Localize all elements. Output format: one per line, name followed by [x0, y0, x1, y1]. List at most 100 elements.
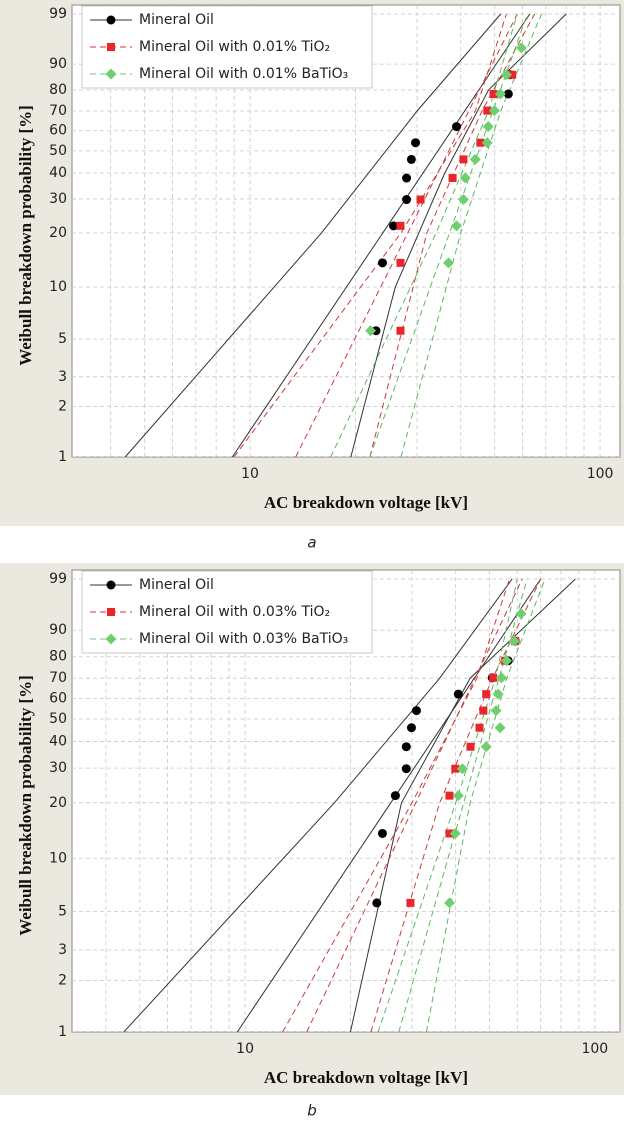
data-point: [416, 195, 425, 204]
data-point: [459, 172, 471, 184]
data-point: [449, 827, 461, 839]
y-tick-label: 50: [49, 711, 67, 727]
data-point: [448, 174, 457, 183]
data-point: [396, 221, 405, 230]
y-tick-label: 30: [49, 191, 67, 207]
y-tick-label: 90: [49, 56, 67, 72]
data-point: [500, 69, 512, 81]
data-point: [480, 741, 492, 753]
x-tick-label: 10: [241, 466, 259, 482]
data-point: [490, 705, 502, 717]
data-point: [406, 723, 416, 733]
confidence-bound: [350, 13, 567, 457]
y-tick-label: 20: [49, 225, 67, 241]
legend-marker: [105, 68, 117, 80]
data-point: [503, 89, 513, 99]
data-point: [411, 706, 421, 716]
data-point: [451, 764, 460, 773]
y-tick-label: 2: [58, 972, 67, 988]
legend-marker: [106, 15, 116, 25]
data-point: [377, 828, 387, 838]
y-tick-label: 80: [49, 649, 67, 665]
data-point: [372, 898, 382, 908]
data-point: [479, 706, 488, 715]
legend-label: Mineral Oil with 0.01% BaTiO₃: [139, 66, 348, 82]
legend-label: Mineral Oil: [139, 12, 214, 28]
data-point: [476, 138, 485, 147]
y-tick-label: 60: [49, 123, 67, 139]
caption: b: [307, 1102, 317, 1120]
confidence-bound: [349, 578, 576, 1032]
legend-marker: [106, 580, 116, 590]
data-point: [466, 742, 475, 751]
y-axis-label: Weibull breakdown probability [%]: [16, 105, 35, 366]
data-point: [489, 89, 498, 98]
confidence-bound: [124, 13, 502, 457]
data-point: [451, 220, 463, 232]
data-point: [453, 689, 463, 699]
data-point: [443, 897, 455, 909]
data-point: [457, 194, 469, 206]
legend-marker: [107, 608, 115, 616]
data-point: [459, 155, 468, 164]
legend-marker: [105, 633, 117, 645]
data-point: [445, 829, 454, 838]
y-tick-label: 3: [58, 369, 67, 385]
data-point: [496, 672, 508, 684]
data-point: [469, 153, 481, 165]
y-tick-label: 5: [58, 331, 67, 347]
fit-line: [306, 578, 523, 1032]
confidence-bound: [282, 578, 510, 1032]
data-point: [365, 325, 377, 337]
confidence-bound: [400, 13, 542, 457]
y-tick-label: 5: [58, 903, 67, 919]
caption: a: [307, 534, 316, 552]
y-tick-label: 10: [49, 850, 67, 866]
data-point: [452, 790, 464, 802]
y-tick-label: 90: [49, 622, 67, 638]
data-point: [501, 655, 513, 667]
confidence-bound: [123, 578, 513, 1032]
data-point: [475, 723, 484, 732]
data-point: [445, 791, 454, 800]
legend-label: Mineral Oil with 0.03% TiO₂: [139, 604, 330, 620]
confidence-bound: [369, 13, 536, 457]
data-point: [396, 258, 405, 267]
data-point: [401, 764, 411, 774]
plot: [72, 5, 620, 457]
y-tick-label: 3: [58, 942, 67, 958]
legend-label: Mineral Oil: [139, 577, 214, 593]
y-tick-label: 50: [49, 143, 67, 159]
y-tick-label: 20: [49, 795, 67, 811]
y-axis-label: Weibull breakdown probability [%]: [16, 675, 35, 936]
data-point: [402, 173, 412, 183]
x-tick-label: 100: [581, 1041, 608, 1057]
x-axis-label: AC breakdown voltage [kV]: [264, 493, 468, 512]
legend-label: Mineral Oil with 0.03% BaTiO₃: [139, 631, 348, 647]
data-point: [406, 898, 415, 907]
data-point: [389, 221, 399, 231]
x-axis-label: AC breakdown voltage [kV]: [264, 1068, 468, 1087]
y-tick-label: 70: [49, 103, 67, 119]
data-point: [494, 722, 506, 734]
fit-line: [398, 578, 528, 1032]
data-point: [482, 121, 494, 133]
fit-line: [369, 13, 528, 457]
data-point: [401, 742, 411, 752]
legend-label: Mineral Oil with 0.01% TiO₂: [139, 39, 330, 55]
data-point: [481, 137, 493, 149]
y-tick-label: 99: [49, 6, 67, 22]
y-tick-label: 10: [49, 279, 67, 295]
y-tick-label: 60: [49, 690, 67, 706]
x-tick-label: 10: [236, 1041, 254, 1057]
data-point: [494, 88, 506, 100]
fit-line: [295, 13, 518, 457]
x-tick-label: 100: [587, 466, 614, 482]
fit-line: [236, 578, 542, 1032]
data-point: [377, 258, 387, 268]
plot: [72, 570, 620, 1032]
confidence-bound: [330, 13, 518, 457]
data-point: [482, 690, 491, 699]
data-point: [396, 326, 405, 335]
